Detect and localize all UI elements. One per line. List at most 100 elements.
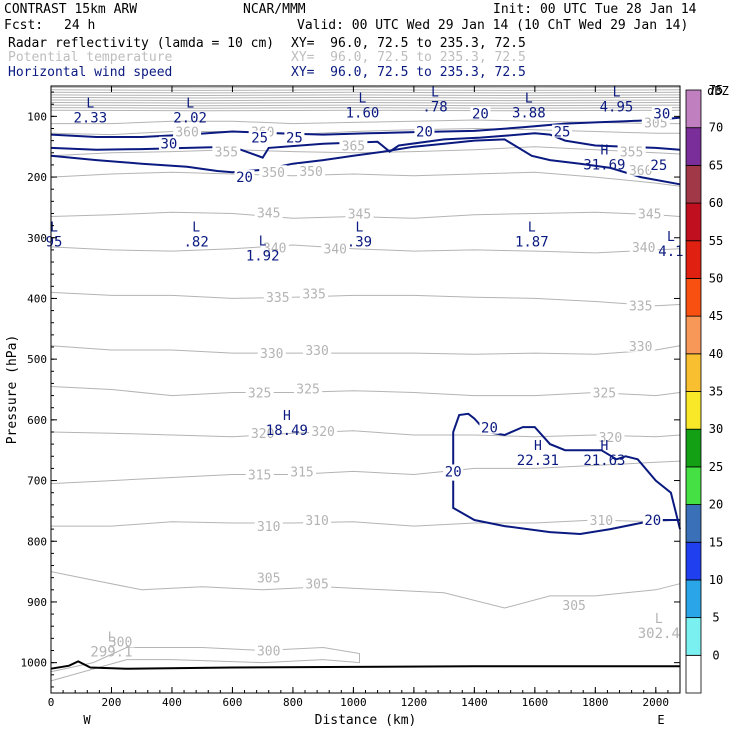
extremum-value: 1.87 [515, 235, 549, 251]
colorbar-swatch [685, 466, 702, 505]
theta-label: 320 [251, 427, 274, 442]
colorbar-swatch [685, 391, 702, 430]
theta-label: 355 [620, 146, 643, 161]
x-tick-label: 1600 [522, 696, 549, 709]
extremum-marker: L [613, 85, 621, 100]
wind-label: 20 [416, 125, 433, 141]
colorbar-level-label: 60 [709, 196, 723, 210]
theta-label-bg [259, 165, 288, 179]
theta-contour-300 [50, 646, 360, 682]
extremum-marker: L [192, 221, 200, 236]
x-end-label-west: W [83, 713, 91, 727]
colorbar-level-label: 70 [709, 121, 723, 135]
theta-label: 330 [260, 347, 283, 362]
theta-label-bg [173, 124, 202, 138]
wind-contour-20 [452, 412, 681, 530]
x-tick-label: 2000 [643, 696, 670, 709]
extremum-value: 4.1 [658, 244, 683, 260]
wind-label: 20 [644, 513, 661, 529]
colorbar-swatch [685, 617, 702, 656]
theta-label: 330 [629, 340, 652, 355]
x-tick-label: 0 [48, 696, 55, 709]
theta-contour-340 [50, 244, 681, 254]
x-tick-label: 1000 [340, 696, 367, 709]
wind-label-bg [651, 106, 672, 120]
wind-label-bg [470, 106, 491, 120]
theta-label-bg [339, 138, 368, 152]
theta-label: 345 [257, 206, 280, 221]
colorbar-swatch [685, 89, 702, 129]
extremum-value: 18.49 [266, 423, 308, 439]
theta-contour-310 [51, 519, 681, 527]
theta-label: 345 [638, 207, 661, 222]
theta-label-bg [300, 286, 329, 300]
theta-label: 310 [257, 520, 280, 535]
theta-label-bg [309, 423, 338, 437]
theta-label: 300 [257, 645, 280, 660]
valid-time: Valid: 00 UTC Wed 29 Jan 14 (10 ChT Wed … [297, 18, 689, 33]
theta-label-bg [248, 426, 277, 440]
y-tick-label: 400 [27, 292, 47, 305]
colorbar-swatch [685, 240, 702, 279]
extremum-marker: L [108, 630, 116, 645]
theta-label: 345 [348, 207, 371, 222]
init-time: Init: 00 UTC Tue 28 Jan 14 [493, 2, 697, 17]
extremum-marker: H [283, 409, 291, 424]
theta-label-bg [629, 239, 658, 253]
theta-label: 335 [629, 300, 652, 315]
wind-label: 30 [161, 137, 178, 153]
theta-label-bg [626, 298, 655, 312]
x-tick-label: 1400 [461, 696, 488, 709]
colorbar-level-label: 15 [709, 535, 723, 549]
theta-contour-330 [50, 345, 681, 355]
y-tick-label: 100 [27, 110, 47, 123]
colorbar-swatch [685, 579, 702, 619]
extremum-marker: H [534, 439, 542, 454]
y-tick-label: 300 [27, 232, 47, 245]
extremum-value: 1.92 [246, 249, 280, 265]
theta-label-bg [596, 429, 625, 443]
theta-label: 325 [296, 382, 319, 397]
theta-label-bg [617, 144, 646, 158]
theta-label: 310 [590, 514, 613, 529]
theta-label: 360 [175, 126, 198, 141]
colorbar-level-label: 75 [709, 83, 723, 97]
colorbar-level-label: 45 [709, 309, 723, 323]
extremum-value: 22.31 [517, 453, 559, 469]
theta-label-bg [303, 513, 332, 527]
theta-label-bg [257, 346, 286, 360]
theta-contour-305 [50, 571, 681, 609]
y-tick-label: 800 [27, 535, 47, 548]
theta-label: 315 [290, 465, 313, 480]
extremum-marker: L [528, 221, 536, 236]
extremum-value: 31.69 [583, 158, 625, 174]
theta-contour-upper [50, 99, 681, 102]
wind-label: 25 [554, 125, 571, 141]
wind-label: 20 [236, 170, 253, 186]
theta-label-bg [263, 290, 292, 304]
colorbar-level-label: 40 [709, 347, 723, 361]
theta-label: 305 [257, 572, 280, 587]
forecast-label: Fcst: [4, 18, 44, 33]
theta-label-bg [321, 241, 350, 255]
theta-label-bg [287, 464, 316, 478]
theta-contour-upper [50, 96, 681, 99]
theta-contour-350 [50, 171, 681, 187]
theta-contour-upper [50, 94, 681, 97]
theta-contour-360 [50, 127, 680, 136]
theta-label: 315 [248, 468, 271, 483]
colorbar: dBZ 0 5 10 15 20 25 30 35 40 45 50 55 60 65 70 75 [685, 83, 729, 694]
wind-contour-25 [50, 132, 681, 159]
theta-label: 305 [562, 599, 585, 614]
y-tick-label: 500 [27, 353, 47, 366]
extremum-value: 2.02 [173, 110, 207, 126]
theta-contour-345 [50, 211, 681, 219]
colorbar-level-label: 50 [709, 271, 723, 285]
field-xy-reflectivity: XY= 96.0, 72.5 to 235.3, 72.5 [291, 36, 526, 51]
theta-label-bg [626, 338, 655, 352]
colorbar-swatch [685, 278, 702, 317]
extremum-value: 302.4 [638, 626, 680, 642]
extremum-marker: H [600, 439, 608, 454]
theta-label: 325 [248, 387, 271, 402]
